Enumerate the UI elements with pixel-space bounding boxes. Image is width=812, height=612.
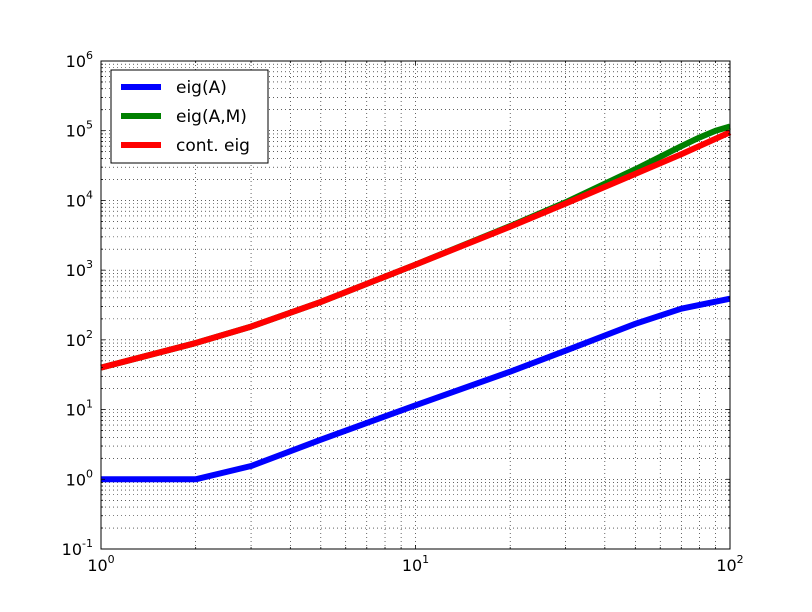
y-tick-label: 101	[66, 398, 93, 420]
y-tick-label: 103	[66, 258, 93, 280]
x-axis-tick-labels: 100 101 102	[87, 553, 743, 575]
legend-label-1: eig(A)	[176, 78, 227, 98]
x-tick-label: 102	[716, 553, 743, 575]
y-tick-label: 100	[66, 467, 93, 489]
series-line-1	[101, 295, 731, 483]
y-tick-label: 104	[66, 188, 93, 210]
y-tick-label: 106	[66, 49, 93, 71]
legend: eig(A) eig(A,M) cont. eig	[110, 69, 269, 164]
legend-label-2: eig(A,M)	[176, 107, 247, 127]
y-tick-label: 105	[66, 119, 93, 141]
x-tick-label: 101	[402, 553, 429, 575]
y-tick-label: 102	[66, 328, 93, 350]
y-tick-label: 10-1	[62, 537, 93, 559]
y-axis-tick-labels: 10-1 100 101 102 103 104 105 106	[62, 49, 93, 559]
x-tick-label: 100	[87, 553, 114, 575]
series-lines	[100, 123, 732, 483]
axis-ticks	[100, 60, 731, 550]
series-line-3	[100, 129, 732, 371]
legend-label-3: cont. eig	[176, 136, 250, 156]
